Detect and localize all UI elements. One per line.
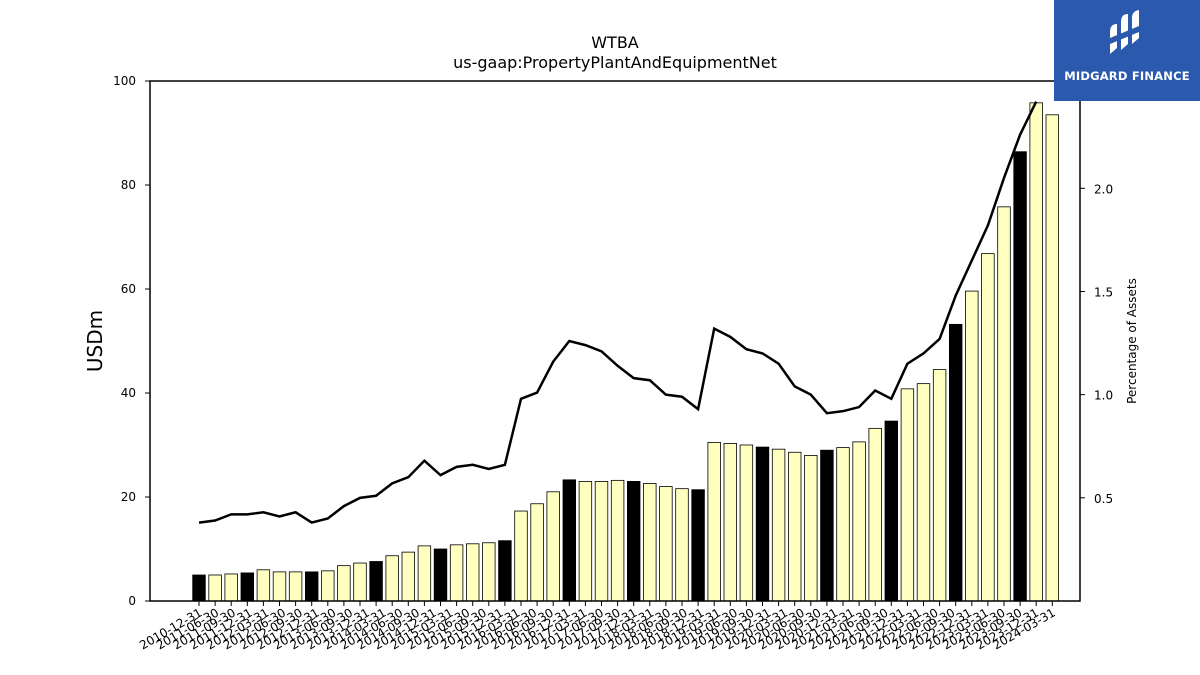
bar xyxy=(385,555,399,602)
bar xyxy=(562,479,577,602)
plot-frame xyxy=(149,80,1081,602)
bar xyxy=(820,449,834,602)
bar xyxy=(659,486,673,602)
bar xyxy=(337,565,351,602)
x-axis: 2010-12-312011-06-302011-09-302011-12-31… xyxy=(137,601,1058,652)
bar xyxy=(256,569,271,602)
bar xyxy=(192,574,206,602)
y-axis-right-label: Percentage of Assets xyxy=(1125,278,1139,404)
y-tick-label: 100 xyxy=(113,74,136,88)
bar xyxy=(417,545,432,602)
bar xyxy=(755,446,770,602)
bar xyxy=(932,369,947,602)
y-tick-label: 60 xyxy=(121,282,136,296)
chart-title: WTBA xyxy=(591,33,639,52)
bar xyxy=(530,503,544,602)
bar xyxy=(514,510,528,602)
y-axis-label: USDm xyxy=(83,310,107,372)
bar xyxy=(868,427,882,602)
chart-subtitle: us-gaap:PropertyPlantAndEquipmentNet xyxy=(453,53,777,72)
y-tick-label: 20 xyxy=(121,490,136,504)
line-path xyxy=(198,101,1038,524)
bar xyxy=(788,451,802,602)
bar-series xyxy=(192,102,1060,602)
y-right-tick-label: 1.5 xyxy=(1094,285,1113,299)
bar xyxy=(288,571,303,602)
bar xyxy=(353,562,367,602)
y-right-tick-label: 2.0 xyxy=(1094,182,1113,196)
bar xyxy=(610,479,625,602)
bar xyxy=(723,443,738,602)
y-right-tick-label: 1.0 xyxy=(1094,389,1113,403)
bar xyxy=(498,540,512,602)
bar xyxy=(884,420,899,602)
bar xyxy=(482,542,496,602)
y-axis-left: 0 20 40 60 80 100 xyxy=(113,74,150,608)
bar xyxy=(852,441,866,602)
bar xyxy=(981,253,995,602)
bar xyxy=(627,480,641,602)
y-tick-label: 40 xyxy=(121,386,136,400)
bar xyxy=(401,551,416,602)
y-right-tick-label: 0.5 xyxy=(1094,492,1113,506)
bar xyxy=(804,454,818,602)
bar xyxy=(304,571,319,602)
bar xyxy=(594,480,609,602)
bar xyxy=(240,572,255,602)
bar xyxy=(900,388,915,602)
bar xyxy=(707,441,721,602)
bar xyxy=(465,543,480,602)
line-series xyxy=(198,101,1038,524)
y-axis-right: 0.5 1.0 1.5 2.0 xyxy=(1080,182,1113,506)
bar xyxy=(321,570,335,602)
bar xyxy=(997,206,1011,602)
midgard-logo-icon xyxy=(1110,10,1139,54)
bar xyxy=(449,544,464,602)
bar xyxy=(916,383,931,602)
y-tick-label: 80 xyxy=(121,178,136,192)
bar xyxy=(965,290,979,602)
bar xyxy=(208,574,222,602)
bar xyxy=(771,448,786,602)
bar xyxy=(836,447,850,602)
bar xyxy=(578,480,593,602)
bar xyxy=(546,491,560,602)
bar xyxy=(643,483,657,602)
y-tick-label: 0 xyxy=(128,594,136,608)
bar xyxy=(739,444,754,602)
bar xyxy=(691,489,705,602)
bar xyxy=(433,548,448,602)
brand-logo: MIDGARD FINANCE xyxy=(1054,0,1200,101)
bar xyxy=(675,488,689,602)
bar xyxy=(369,561,383,602)
bar xyxy=(1013,151,1027,602)
bar xyxy=(224,573,238,602)
bar xyxy=(1029,102,1043,602)
bar xyxy=(1045,114,1060,602)
bar xyxy=(949,323,963,602)
brand-name: MIDGARD FINANCE xyxy=(1064,69,1190,83)
bar xyxy=(272,571,287,602)
